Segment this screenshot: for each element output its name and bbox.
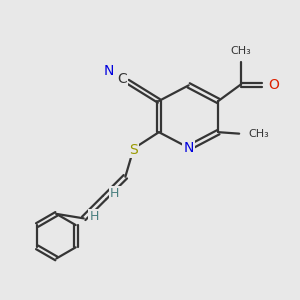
Text: CH₃: CH₃	[248, 129, 269, 139]
Text: H: H	[110, 187, 120, 200]
Text: S: S	[129, 143, 137, 157]
Text: CH₃: CH₃	[230, 46, 251, 56]
Text: N: N	[104, 64, 115, 78]
Text: O: O	[268, 78, 280, 92]
Text: N: N	[184, 141, 194, 155]
Text: C: C	[118, 72, 127, 86]
Text: H: H	[89, 210, 99, 224]
